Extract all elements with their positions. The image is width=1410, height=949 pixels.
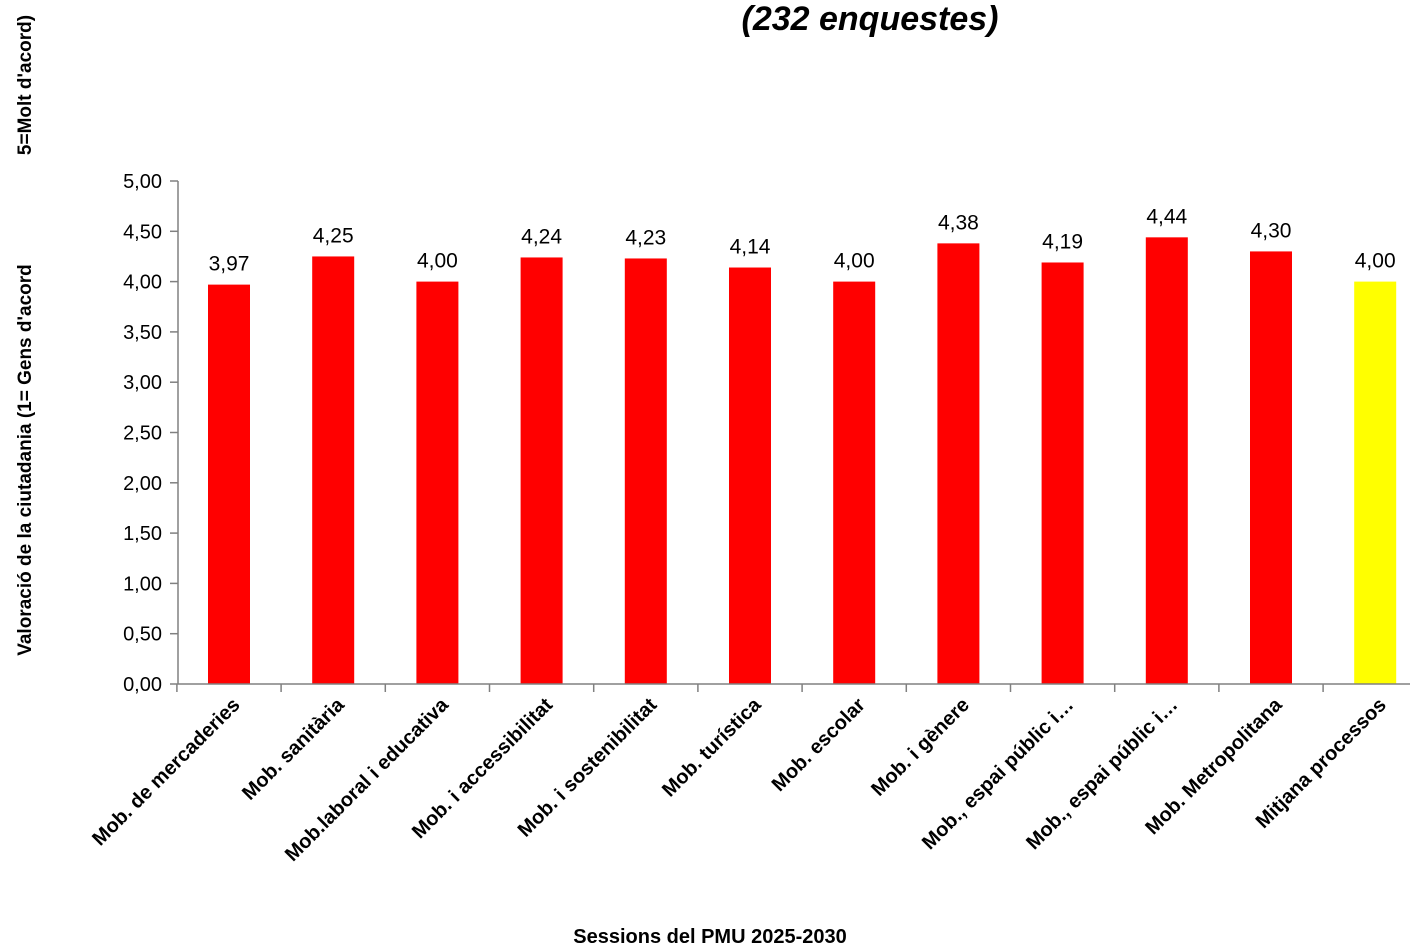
x-tick-label: Mob. i gènere	[867, 694, 974, 801]
data-label: 4,38	[938, 211, 979, 234]
chart-title: (232 enquestes)	[741, 0, 999, 38]
y-tick-label: 0,00	[123, 674, 162, 696]
data-label: 3,97	[209, 253, 250, 276]
data-label: 4,44	[1146, 205, 1187, 228]
y-tick-label: 0,50	[123, 624, 162, 646]
x-axis-label-text: Sessions del PMU 2025-2030	[573, 926, 847, 948]
x-tick-label: Mob. escolar	[768, 694, 870, 796]
bar	[520, 257, 563, 684]
y-tick-label: 3,00	[123, 372, 162, 394]
y-tick-label: 2,00	[123, 473, 162, 495]
x-tick-label: Mob. sanitària	[238, 693, 349, 804]
bar	[1250, 251, 1292, 685]
y-tick-label: 1,50	[123, 523, 162, 545]
data-label: 4,00	[834, 250, 875, 273]
bar	[208, 284, 250, 684]
bar	[416, 281, 459, 684]
data-label: 4,00	[1355, 250, 1396, 273]
data-label: 4,00	[417, 250, 458, 273]
bar	[312, 256, 355, 684]
y-tick-label: 4,50	[123, 221, 162, 243]
data-label: 4,30	[1251, 219, 1292, 242]
bar	[729, 267, 771, 684]
y-tick-label: 2,50	[123, 423, 162, 445]
data-label: 4,23	[625, 226, 666, 249]
y-tick-label: 3,50	[123, 322, 162, 344]
data-label: 4,19	[1042, 230, 1083, 253]
y-tick-label: 4,00	[123, 272, 162, 294]
data-label: 4,14	[730, 236, 771, 259]
y-tick-label: 1,00	[123, 573, 162, 595]
bar	[833, 281, 876, 684]
y-tick-label: 5,00	[123, 171, 162, 193]
bar	[624, 258, 667, 684]
bar	[1354, 281, 1397, 684]
x-tick-label: Mob. turística	[658, 693, 766, 801]
bar	[1145, 237, 1188, 684]
x-tick-label: Mob. de mercaderies	[88, 694, 244, 850]
x-axis-label: Sessions del PMU 2025-2030	[0, 926, 1410, 949]
bar	[937, 243, 980, 684]
data-label: 4,24	[521, 225, 562, 248]
bar	[1041, 262, 1084, 684]
data-label: 4,25	[313, 224, 354, 247]
